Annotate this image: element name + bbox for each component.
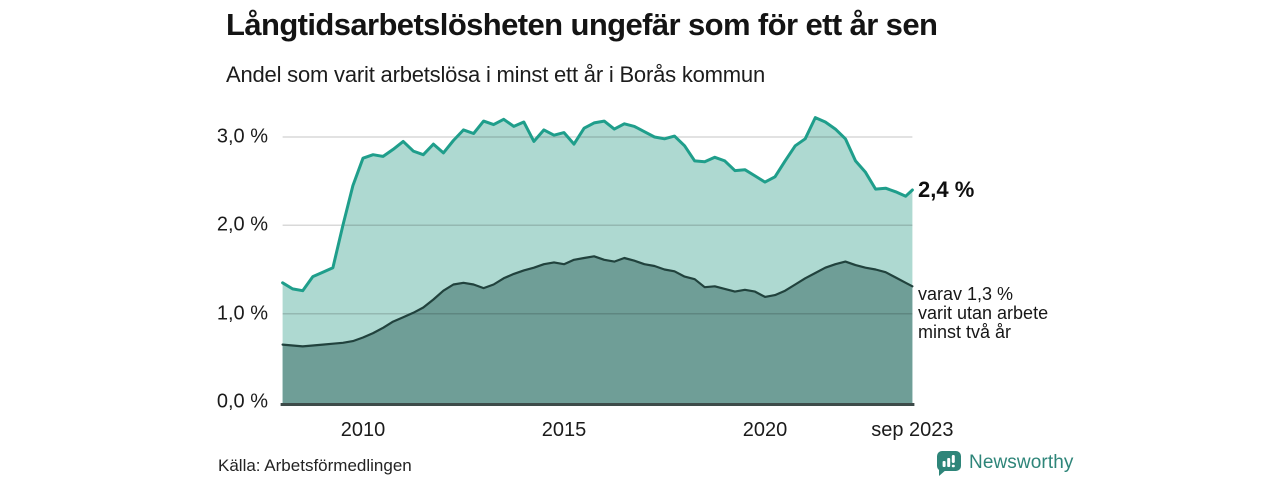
source-note: Källa: Arbetsförmedlingen xyxy=(218,456,412,475)
x-axis-tick-label: 2020 xyxy=(742,419,788,441)
y-axis-tick-label: 3,0 % xyxy=(216,125,268,148)
annotation-line: varit utan arbete xyxy=(918,303,1049,323)
brand-logo: Newsworthy xyxy=(936,450,1073,476)
chart-subtitle: Andel som varit arbetslösa i minst ett å… xyxy=(226,62,766,87)
two-year-line xyxy=(281,255,914,348)
newsworthy-barchart-pin-icon xyxy=(937,451,961,476)
series-end-label-two-year: varav 1,3 % varit utan arbete minst två … xyxy=(918,285,1048,342)
y-axis-tick-label: 1,0 % xyxy=(216,302,268,325)
brand-name: Newsworthy xyxy=(969,452,1074,473)
two-year-area-fill xyxy=(282,256,913,403)
x-axis-tick-label: 2015 xyxy=(541,419,587,441)
page-title: Långtidsarbetslösheten ungefär som för e… xyxy=(226,7,938,42)
x-axis-tick-label: 2010 xyxy=(340,419,386,441)
series-end-label-total: 2,4 % xyxy=(918,177,975,202)
total-line xyxy=(281,116,914,293)
annotation-line: varav 1,3 % xyxy=(918,284,1014,304)
y-axis-tick-label: 0,0 % xyxy=(216,390,268,413)
annotation-line: minst två år xyxy=(918,322,1012,342)
y-axis-tick-label: 2,0 % xyxy=(216,213,268,236)
x-axis-tick-label: sep 2023 xyxy=(871,419,954,441)
